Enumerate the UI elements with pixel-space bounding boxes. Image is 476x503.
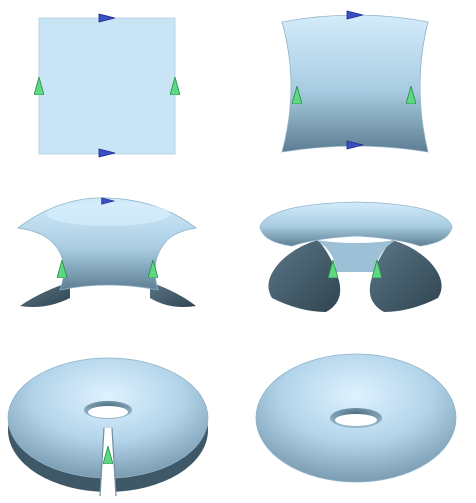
panel-bent-square (281, 10, 429, 153)
panel-flat-square (34, 13, 180, 158)
tube-top-highlight (46, 202, 170, 226)
torus-open-seam-edge-left (99, 427, 105, 497)
rolling-lower-lobe-right (369, 240, 442, 312)
flat-square-sheet (38, 17, 176, 155)
panel-tube-forming (17, 197, 197, 307)
tube-flange-right (150, 282, 196, 307)
rolling-lower-lobe-left (268, 240, 341, 312)
torus-closed-hole-inner (335, 414, 377, 426)
torus-open-hole-inner (88, 406, 128, 418)
torus-open-seam-edge-right (111, 427, 117, 497)
panel-torus-open (7, 357, 209, 497)
panel-torus-closed (255, 353, 457, 483)
bent-sheet (281, 14, 429, 153)
tube-flange-left (20, 282, 70, 307)
panel-tube-rolling (259, 201, 453, 312)
rolling-upper-ring (259, 201, 453, 247)
